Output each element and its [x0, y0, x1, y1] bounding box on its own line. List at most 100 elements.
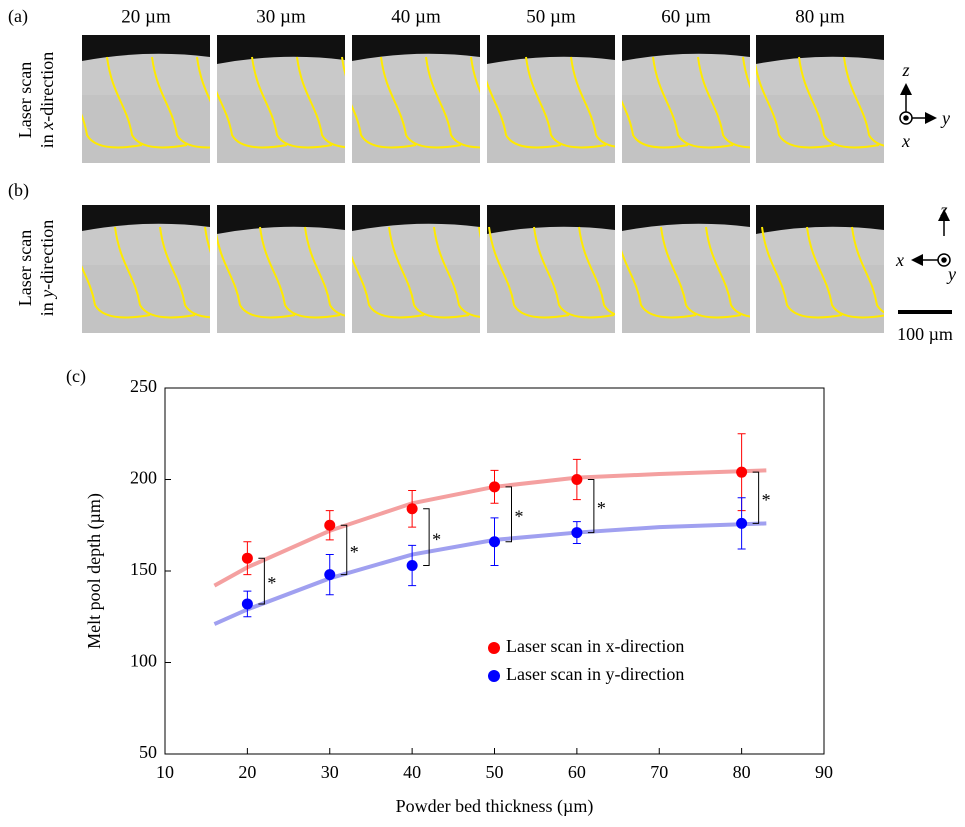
fusion-boundary [106, 56, 188, 149]
surface [622, 35, 750, 61]
legend-marker [488, 670, 500, 682]
axis-name: y [946, 264, 956, 284]
fusion-boundary [889, 57, 965, 147]
legend-label: Laser scan in y-direction [506, 664, 684, 684]
micrograph-shade [622, 95, 750, 163]
surface [352, 35, 480, 61]
fusion-boundary [352, 255, 425, 319]
surface [82, 35, 210, 61]
surface [756, 35, 884, 64]
fusion-boundary [251, 56, 333, 149]
x-tick-label: 10 [156, 762, 174, 782]
fusion-boundary [470, 56, 480, 94]
text: y [37, 290, 57, 300]
row-label: Laser scan in x-direction [15, 52, 57, 149]
data-point [736, 517, 748, 529]
fusion-boundary [525, 56, 607, 149]
fusion-boundary [304, 226, 345, 317]
surface [487, 205, 615, 234]
fusion-boundary [652, 56, 734, 149]
text: -direction [37, 220, 57, 290]
axis-name: x [895, 250, 904, 270]
fusion-boundary [798, 56, 880, 149]
surface [217, 205, 345, 234]
data-point [489, 536, 500, 548]
micrographs: 20 µm 30 µm 40 µm 50 µm 60 µm 80 µm [82, 6, 965, 333]
row-label-line: in x-direction [37, 52, 57, 149]
fusion-boundary [570, 56, 615, 148]
fusion-boundary [151, 56, 210, 149]
significance-label: * [515, 506, 524, 526]
surface [217, 35, 345, 64]
fusion-boundary [296, 56, 345, 148]
text: in [37, 298, 57, 317]
x-tick-label: 20 [238, 762, 256, 782]
micrograph-shade [487, 95, 615, 163]
micrograph-shade [756, 265, 884, 333]
data-point [571, 474, 583, 485]
row-label-line: in y-direction [37, 220, 57, 317]
x-tick-label: 40 [403, 762, 421, 782]
panel-label: (b) [8, 180, 29, 201]
fusion-boundary [259, 226, 341, 319]
x-tick-label: 80 [733, 762, 751, 782]
x-tick-label: 60 [568, 762, 586, 782]
data-point [406, 560, 418, 572]
micrograph-shade [487, 265, 615, 333]
row-label-line: Laser scan [15, 230, 35, 306]
fusion-boundary [487, 79, 562, 149]
fusion-boundary [352, 104, 417, 149]
data-point [489, 481, 500, 493]
fusion-boundary [488, 226, 570, 319]
micrograph-shade [352, 265, 480, 333]
data-point [324, 519, 336, 531]
micrograph-shade [352, 95, 480, 163]
surface [82, 205, 210, 231]
column-label: 50 µm [526, 6, 576, 27]
x-tick-label: 90 [815, 762, 833, 782]
surface [352, 205, 480, 231]
plot-area [164, 387, 825, 755]
axis-out [937, 253, 951, 267]
micrograph-shade [217, 265, 345, 333]
text: in [37, 130, 57, 149]
significance-label: * [267, 573, 276, 593]
significance-bracket [258, 557, 265, 605]
fit-curve [213, 468, 767, 588]
y-tick-label: 50 [139, 742, 157, 762]
significance-label: * [762, 490, 771, 510]
axes-indicator [898, 83, 952, 314]
micrograph-shade [82, 265, 210, 333]
significance-label: * [597, 498, 606, 518]
chart: 50 100 150 200 250 10 20 30 40 50 60 70 80 90 Powder b… [84, 376, 833, 817]
fusion-boundary [114, 226, 196, 319]
axis-out-dot [903, 115, 909, 121]
y-tick-label: 100 [130, 651, 157, 671]
significance-bracket [587, 479, 595, 534]
axis-name: x [901, 131, 910, 151]
fusion-boundary [742, 56, 750, 89]
y-tick-label: 150 [130, 559, 157, 579]
micrograph-shade [756, 95, 884, 163]
axis-name: z [939, 200, 947, 220]
fusion-boundary [82, 113, 143, 149]
column-label: 80 µm [795, 6, 845, 27]
x-tick-label: 70 [650, 762, 668, 782]
micrograph-shade [217, 95, 345, 163]
fusion-boundary [697, 56, 750, 149]
fusion-boundary [756, 62, 835, 149]
fusion-boundary [806, 226, 884, 319]
fusion-boundary [217, 232, 296, 319]
legend-marker [488, 642, 500, 654]
fusion-boundary [533, 226, 615, 319]
micrograph-shade [82, 95, 210, 163]
surface [756, 205, 884, 234]
significance-bracket [423, 508, 430, 567]
fusion-boundary [196, 56, 210, 103]
fusion-boundary [388, 226, 470, 319]
column-label: 40 µm [391, 6, 441, 27]
fusion-boundary [660, 226, 742, 319]
significance-label: * [432, 529, 441, 549]
fusion-boundary [433, 226, 480, 318]
